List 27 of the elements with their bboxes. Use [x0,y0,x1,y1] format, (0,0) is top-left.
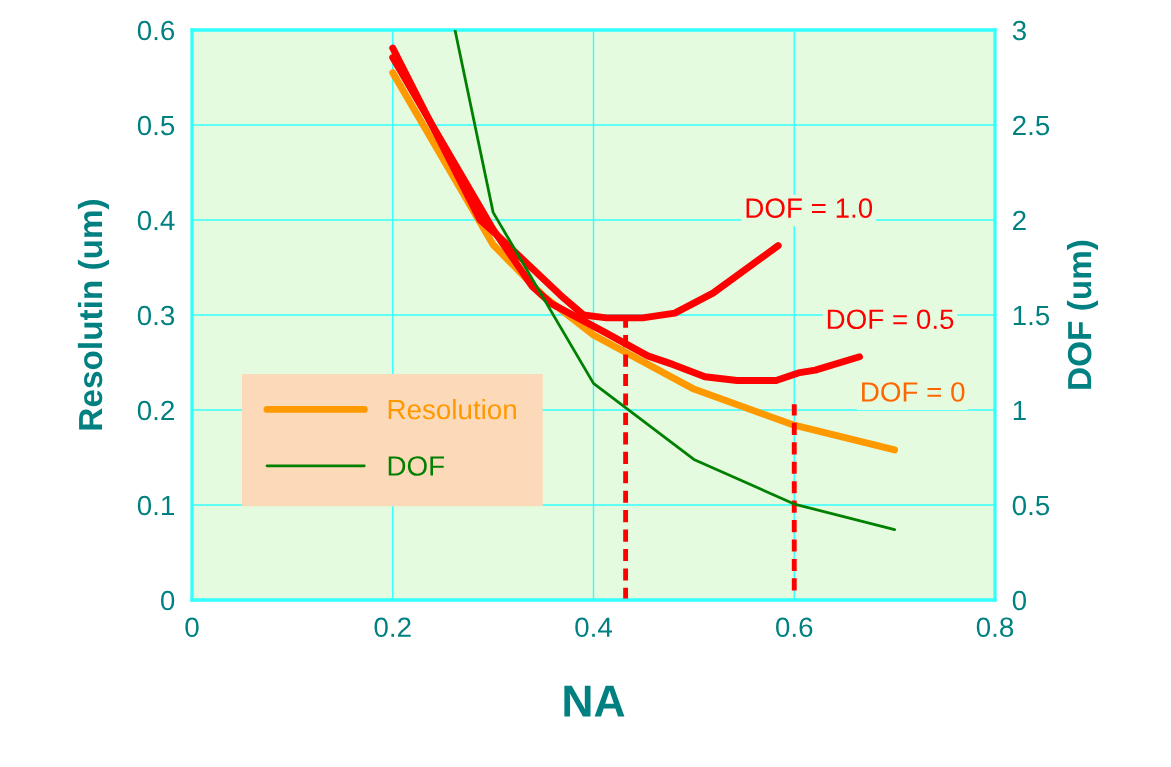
y-tick-label: 0.1 [137,495,174,516]
legend-label: Resolution [388,398,516,420]
annotation: DOF = 0 [862,382,965,402]
x-tick-label: 0.4 [575,617,612,638]
y2-tick-label: 1.5 [1013,305,1050,326]
y2-tick-label: 2 [1013,210,1026,231]
series-label: DOF = 1.0 [746,198,873,218]
y-tick-label: 0.5 [137,115,175,136]
legend-label: DOF [388,456,444,476]
x-tick-label: 0 [185,617,199,638]
y-axis-title: Resolutin (um) [77,199,109,430]
x-tick-label: 0.6 [776,617,813,638]
y-tick-label: 0.6 [137,20,175,41]
y2-tick-label: 2.5 [1013,115,1050,136]
y2-axis-title: DOF (um) [1066,240,1099,389]
y-tick-label: 0 [160,590,175,611]
series-label: DOF = 0.5 [827,309,954,330]
y2-tick-label: 1 [1013,400,1026,421]
y2-tick-label: 3 [1012,20,1026,41]
y2-tick-label: 0 [1012,590,1027,611]
x-axis-title: NA [564,685,625,717]
x-tick-label: 0.8 [976,617,1014,638]
y-tick-label: 0.3 [137,305,175,326]
y2-tick-label: 0.5 [1012,495,1050,516]
y-tick-label: 0.2 [137,400,174,421]
y-tick-label: 0.4 [137,210,175,231]
x-tick-label: 0.2 [374,617,411,638]
